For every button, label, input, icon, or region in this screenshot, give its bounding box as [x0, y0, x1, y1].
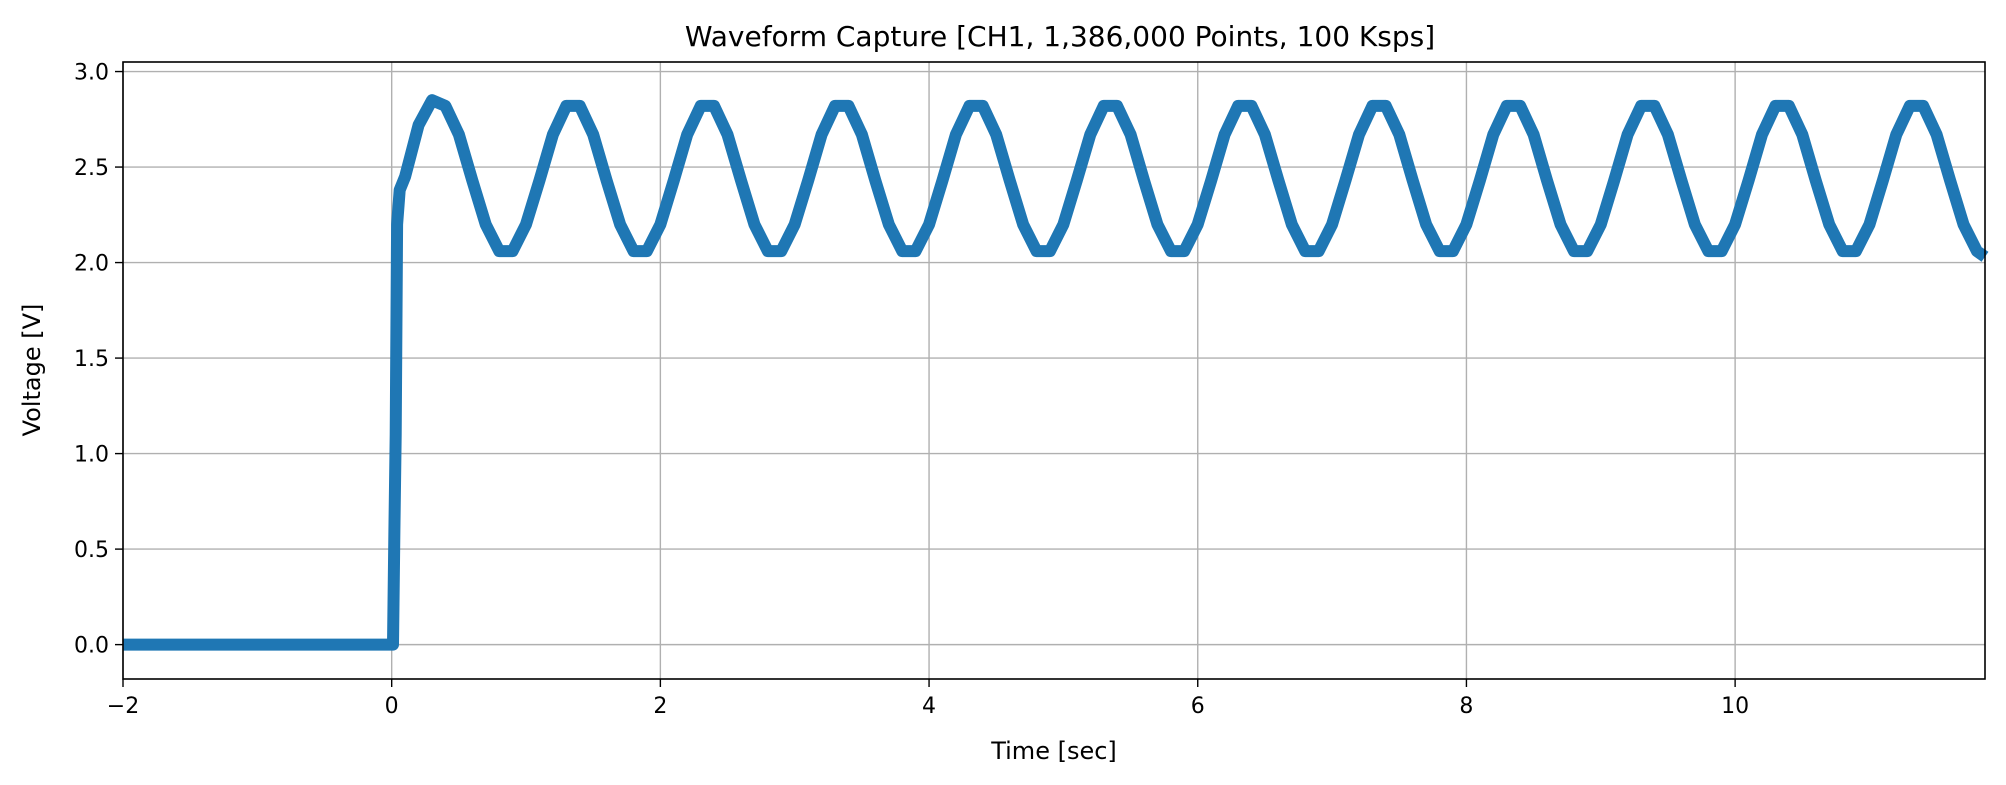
- series-layer: [123, 94, 1989, 651]
- x-tick-label: 6: [1191, 694, 1205, 719]
- y-tick-label: 3.0: [74, 61, 109, 86]
- axis-ticks: −2 0 2 4 6 8 10 0.0 0.5 1.0 1.5 2.0 2.5 3.0: [74, 61, 1749, 719]
- x-tick-label: 4: [922, 694, 936, 719]
- y-tick-label: 2.0: [74, 252, 109, 277]
- y-tick-label: 2.5: [74, 156, 109, 181]
- series-line: [123, 94, 1989, 651]
- grid-lines: [122, 62, 1985, 679]
- plot-frame: [122, 61, 1986, 680]
- y-axis-label: Voltage [V]: [18, 304, 46, 437]
- x-tick-label: 0: [385, 694, 399, 719]
- x-tick-label: −2: [107, 694, 139, 719]
- x-axis-label: Time [sec]: [990, 737, 1117, 765]
- y-tick-label: 1.5: [74, 347, 109, 372]
- x-tick-label: 10: [1721, 694, 1749, 719]
- chart-title: Waveform Capture [CH1, 1,386,000 Points,…: [685, 20, 1435, 53]
- y-tick-label: 0.5: [74, 538, 109, 563]
- y-tick-label: 1.0: [74, 443, 109, 468]
- x-tick-label: 8: [1459, 694, 1473, 719]
- y-tick-label: 0.0: [74, 634, 109, 659]
- x-tick-label: 2: [653, 694, 667, 719]
